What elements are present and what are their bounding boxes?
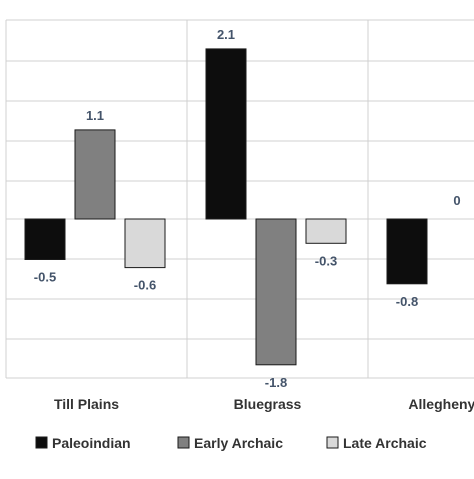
legend: Paleoindian Early Archaic Late Archaic xyxy=(35,435,427,451)
data-labels: -0.5 1.1 -0.6 2.1 -1.8 -0.3 -0.8 0 xyxy=(34,27,461,390)
data-label: -0.5 xyxy=(34,270,56,285)
data-label: -0.3 xyxy=(315,253,337,268)
legend-label: Late Archaic xyxy=(343,435,427,451)
legend-swatch xyxy=(326,436,339,449)
bar xyxy=(386,218,428,285)
category-labels: Till Plains Bluegrass Allegheny P xyxy=(54,396,474,412)
bar xyxy=(74,129,116,220)
legend-label: Early Archaic xyxy=(194,435,283,451)
data-label: -1.8 xyxy=(265,375,287,390)
bars xyxy=(24,48,428,366)
data-label: 2.1 xyxy=(217,27,235,42)
data-label: -0.6 xyxy=(134,278,156,293)
legend-label: Paleoindian xyxy=(52,435,131,451)
category-label: Till Plains xyxy=(54,396,119,412)
bar xyxy=(255,218,297,366)
legend-swatch xyxy=(35,436,48,449)
bar xyxy=(124,218,166,269)
legend-swatch xyxy=(177,436,190,449)
bar xyxy=(305,218,347,244)
data-label: 1.1 xyxy=(86,108,104,123)
data-label: -0.8 xyxy=(396,294,418,309)
category-label: Bluegrass xyxy=(234,396,302,412)
data-label: 0 xyxy=(453,193,460,208)
bar xyxy=(205,48,247,220)
category-label: Allegheny P xyxy=(408,396,474,412)
bar xyxy=(24,218,66,260)
